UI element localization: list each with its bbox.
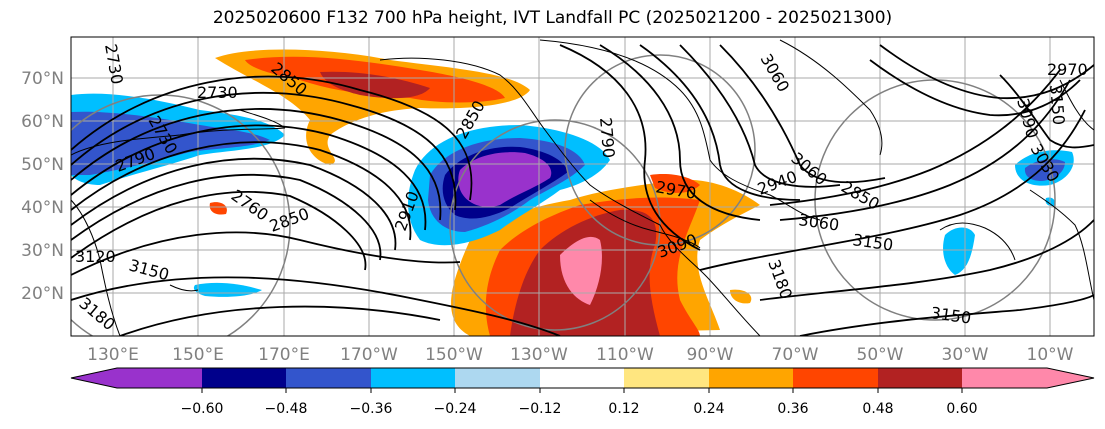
colorbar-outline bbox=[70, 367, 1095, 389]
colorbar-tick-label: −0.12 bbox=[519, 401, 562, 417]
colorbar-swatch bbox=[793, 368, 878, 388]
colorbar-tick-label: 0.36 bbox=[777, 401, 808, 417]
colorbar-tick-label: 0.24 bbox=[693, 401, 724, 417]
lon-label: 130°E bbox=[87, 345, 139, 365]
colorbar-swatch bbox=[962, 368, 1047, 388]
colorbar-swatch bbox=[624, 368, 709, 388]
colorbar-tick-label: −0.36 bbox=[350, 401, 393, 417]
colorbar-swatch bbox=[540, 368, 624, 388]
lat-label: 40°N bbox=[21, 198, 64, 218]
lon-label: 110°W bbox=[596, 345, 654, 365]
longitude-labels: 130°E 150°E 170°E 170°W 150°W 130°W 110°… bbox=[87, 345, 1074, 365]
colorbar-swatch bbox=[455, 368, 540, 388]
lat-label: 20°N bbox=[21, 284, 64, 304]
lon-label: 70°W bbox=[772, 345, 819, 365]
lat-label: 70°N bbox=[21, 69, 64, 89]
lat-label: 30°N bbox=[21, 241, 64, 261]
colorbar-extend-low bbox=[71, 368, 117, 388]
colorbar-swatch bbox=[371, 368, 455, 388]
contour-label: 2970 bbox=[1047, 60, 1088, 79]
contour-label: 3120 bbox=[75, 247, 116, 266]
contour-label: 3150 bbox=[1046, 84, 1068, 126]
colorbar-tick-label: 0.48 bbox=[862, 401, 893, 417]
latitude-labels: 70°N 60°N 50°N 40°N 30°N 20°N bbox=[21, 69, 64, 304]
lon-label: 10°W bbox=[1027, 345, 1074, 365]
colorbar-tick-label: 0.12 bbox=[608, 401, 639, 417]
map-panel: 2730 2730 2730 2790 2760 2850 2910 2850 … bbox=[71, 37, 1094, 336]
ivt-negative-shading bbox=[71, 93, 1074, 297]
colorbar-swatch bbox=[286, 368, 371, 388]
contour-label: 2790 bbox=[596, 117, 618, 159]
colorbar: −0.60 −0.48 −0.36 −0.24 −0.12 0.12 0.24 … bbox=[70, 367, 1095, 417]
colorbar-swatch bbox=[878, 368, 962, 388]
colorbar-swatch bbox=[117, 368, 202, 388]
map-frame bbox=[70, 36, 1095, 337]
lat-label: 50°N bbox=[21, 155, 64, 175]
colorbar-swatch bbox=[709, 368, 793, 388]
colorbar-extend-high bbox=[1047, 368, 1094, 388]
lon-label: 170°E bbox=[258, 345, 310, 365]
lon-label: 150°E bbox=[172, 345, 224, 365]
colorbar-tick-label: −0.48 bbox=[265, 401, 308, 417]
colorbar-tick-label: −0.60 bbox=[181, 401, 224, 417]
map-title: 2025020600 F132 700 hPa height, IVT Land… bbox=[212, 8, 893, 28]
lon-label: 50°W bbox=[857, 345, 904, 365]
lon-label: 130°W bbox=[510, 345, 568, 365]
lat-label: 60°N bbox=[21, 112, 64, 132]
colorbar-tick-label: 0.60 bbox=[946, 401, 977, 417]
lon-label: 150°W bbox=[425, 345, 483, 365]
lon-label: 30°W bbox=[942, 345, 989, 365]
height-contours bbox=[71, 44, 1094, 336]
lon-label: 90°W bbox=[687, 345, 734, 365]
lon-label: 170°W bbox=[340, 345, 398, 365]
colorbar-tick-label: −0.24 bbox=[434, 401, 477, 417]
contour-label: 2730 bbox=[197, 83, 238, 102]
colorbar-swatch bbox=[202, 368, 286, 388]
